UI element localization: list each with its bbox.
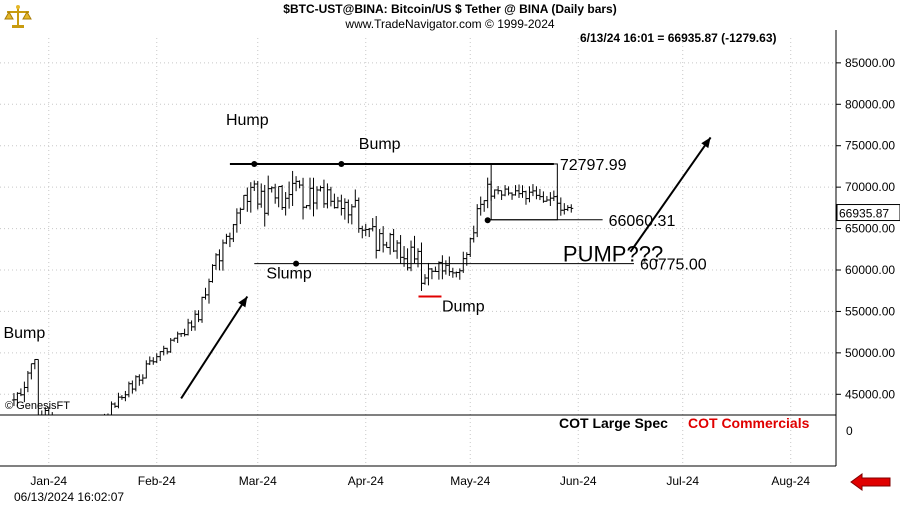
annotation-label: Slump (266, 265, 311, 282)
swing-point (338, 160, 345, 167)
cot-zero-label: 0 (846, 424, 853, 438)
swing-point (293, 260, 300, 267)
red-left-arrow-icon[interactable] (850, 473, 892, 496)
x-axis: Jan-24 Feb-24 Mar-24 Apr-24 May-24 Jun-24 Jul-… (30, 474, 810, 488)
grid (0, 38, 836, 466)
y-tick-label: 45000.00 (845, 387, 895, 401)
levels: 72797.99 66060.31 60775.00 (229, 157, 707, 298)
x-tick-label: Jan-24 (30, 474, 67, 488)
axis-frame (0, 30, 837, 467)
trend-arrow-line (629, 136, 712, 253)
level-label: 60775.00 (640, 257, 707, 274)
y-tick-label: 85000.00 (845, 56, 895, 70)
x-tick-label: Feb-24 (138, 474, 176, 488)
swing-point (251, 160, 258, 167)
cot-large-spec-label[interactable]: COT Large Spec (559, 415, 668, 431)
x-tick-label: Aug-24 (771, 474, 810, 488)
x-tick-label: Jul-24 (666, 474, 699, 488)
swing-point (484, 217, 491, 224)
y-tick-label: 60000.00 (845, 263, 895, 277)
y-tick-label: 55000.00 (845, 304, 895, 318)
range-box (490, 163, 558, 221)
x-tick-label: May-24 (450, 474, 490, 488)
trend-arrow-line (180, 295, 249, 399)
annotation-label: Bump (359, 136, 401, 153)
annotation-label: Dump (442, 298, 485, 315)
annotation-label: Bump (3, 325, 45, 342)
cot-commercials-label[interactable]: COT Commercials (688, 415, 810, 431)
chart-title: $BTC-UST@BINA: Bitcoin/US $ Tether @ BIN… (283, 2, 617, 16)
y-axis: 45000.00 50000.00 55000.00 60000.00 65000.00… (836, 56, 900, 438)
trend-arrow-head (701, 137, 711, 149)
y-tick-label: 80000.00 (845, 97, 895, 111)
scale-logo-icon (4, 4, 32, 35)
x-tick-label: Jun-24 (560, 474, 597, 488)
copyright: © GenesisFT (5, 400, 70, 412)
annotation-label: Hump (226, 112, 269, 129)
x-tick-label: Apr-24 (348, 474, 384, 488)
last-price-tag (836, 204, 900, 222)
timestamp: 06/13/2024 16:02:07 (14, 490, 125, 504)
level-label: 72797.99 (560, 157, 627, 174)
y-tick-label: 65000.00 (845, 222, 895, 236)
y-tick-label: 70000.00 (845, 180, 895, 194)
chart-subtitle: www.TradeNavigator.com © 1999-2024 (345, 17, 555, 31)
last-price-label: 66935.87 (839, 207, 889, 221)
x-tick-label: Mar-24 (239, 474, 277, 488)
price-bars (11, 170, 574, 415)
annotations: Hump Bump Slump Dump Bump PUMP??? (3, 112, 712, 399)
level-label: 66060.31 (609, 213, 676, 230)
last-quote: 6/13/24 16:01 = 66935.87 (-1279.63) (580, 31, 777, 45)
trend-arrow-head (238, 296, 248, 308)
y-tick-label: 50000.00 (845, 346, 895, 360)
y-tick-label: 75000.00 (845, 139, 895, 153)
annotation-label: PUMP??? (563, 242, 663, 267)
